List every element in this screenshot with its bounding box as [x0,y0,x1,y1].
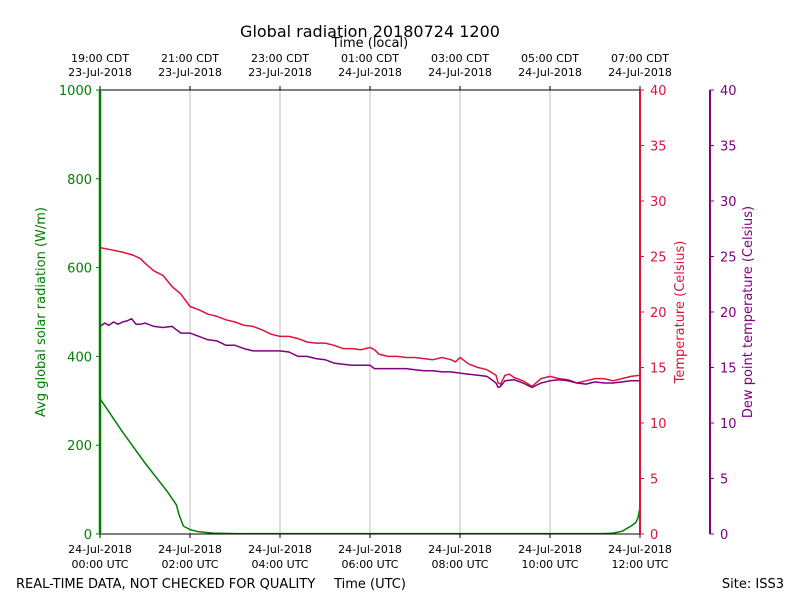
top-tick-label-date: 24-Jul-2018 [338,66,402,79]
x-tick-label-date: 24-Jul-2018 [68,543,132,556]
top-tick-label-time: 03:00 CDT [431,52,489,65]
series-line-right1 [99,246,641,388]
x-tick-label-time: 02:00 UTC [161,558,218,571]
gridlines [189,90,551,534]
x-tick-label-time: 08:00 UTC [431,558,488,571]
y-tick-label-temperature: 0 [650,528,658,543]
y-tick-label-dewpoint: 40 [720,84,737,99]
y-axis-label-radiation: Avg global solar radiation (W/m) [34,207,49,417]
x-tick-label-date: 24-Jul-2018 [428,543,492,556]
x-tick-label-date: 24-Jul-2018 [248,543,312,556]
top-tick-label-time: 05:00 CDT [521,52,579,65]
y-tick-label-temperature: 35 [650,140,667,155]
x-tick-label-date: 24-Jul-2018 [158,543,222,556]
x-tick-label-time: 04:00 UTC [251,558,308,571]
top-tick-label-time: 07:00 CDT [611,52,669,65]
y-tick-label-temperature: 40 [650,84,667,99]
y-tick-label-dewpoint: 30 [720,195,737,210]
y-tick-label-dewpoint: 20 [720,306,737,321]
top-tick-label-time: 01:00 CDT [341,52,399,65]
top-tick-label-date: 24-Jul-2018 [608,66,672,79]
y-tick-label-temperature: 20 [650,306,667,321]
y-tick-label-temperature: 25 [650,251,667,266]
y-tick-label-dewpoint: 5 [720,473,728,488]
y-tick-label-radiation: 1000 [59,84,92,99]
top-axis-label: Time (local) [331,36,408,51]
top-tick-label-time: 23:00 CDT [251,52,309,65]
chart-title: Global radiation 20180724 1200 [240,22,500,41]
y-tick-label-radiation: 400 [67,350,92,365]
y-tick-label-temperature: 5 [650,473,658,488]
y-tick-label-dewpoint: 25 [720,251,737,266]
site-label: Site: ISS3 [722,577,784,592]
y-tick-label-dewpoint: 15 [720,362,737,377]
series-line-right2 [99,317,640,389]
y-tick-label-dewpoint: 10 [720,417,737,432]
x-axis: 24-Jul-2018 00:00 UTC 24-Jul-2018 02:00 UTC… [68,52,672,571]
x-tick-label-date: 24-Jul-2018 [518,543,582,556]
top-tick-label-date: 23-Jul-2018 [68,66,132,79]
y-axis-label-dewpoint: Dew point temperature (Celsius) [741,206,756,418]
y-tick-label-radiation: 0 [84,528,92,543]
x-tick-label-time: 10:00 UTC [521,558,578,571]
y-tick-label-temperature: 30 [650,195,667,210]
y-tick-label-radiation: 800 [67,173,92,188]
plot-frame [98,89,711,535]
quality-notice: REAL-TIME DATA, NOT CHECKED FOR QUALITY [16,577,315,592]
y-tick-label-temperature: 10 [650,417,667,432]
top-tick-label-date: 24-Jul-2018 [428,66,492,79]
x-tick-label-date: 24-Jul-2018 [338,543,402,556]
y-axis-label-temperature: Temperature (Celsius) [673,241,688,385]
top-tick-label-date: 24-Jul-2018 [518,66,582,79]
x-tick-label-time: 12:00 UTC [611,558,668,571]
x-axis-label: Time (UTC) [333,577,406,592]
y-tick-label-dewpoint: 35 [720,140,737,155]
x-tick-label-time: 00:00 UTC [71,558,128,571]
y-tick-label-dewpoint: 0 [720,528,728,543]
y-tick-label-radiation: 200 [67,439,92,454]
top-tick-label-date: 23-Jul-2018 [248,66,312,79]
x-tick-label-date: 24-Jul-2018 [608,543,672,556]
top-tick-label-time: 19:00 CDT [71,52,129,65]
x-tick-label-time: 06:00 UTC [341,558,398,571]
y-tick-label-radiation: 600 [67,262,92,277]
y-tick-label-temperature: 15 [650,362,667,377]
top-tick-label-date: 23-Jul-2018 [158,66,222,79]
top-tick-label-time: 21:00 CDT [161,52,219,65]
